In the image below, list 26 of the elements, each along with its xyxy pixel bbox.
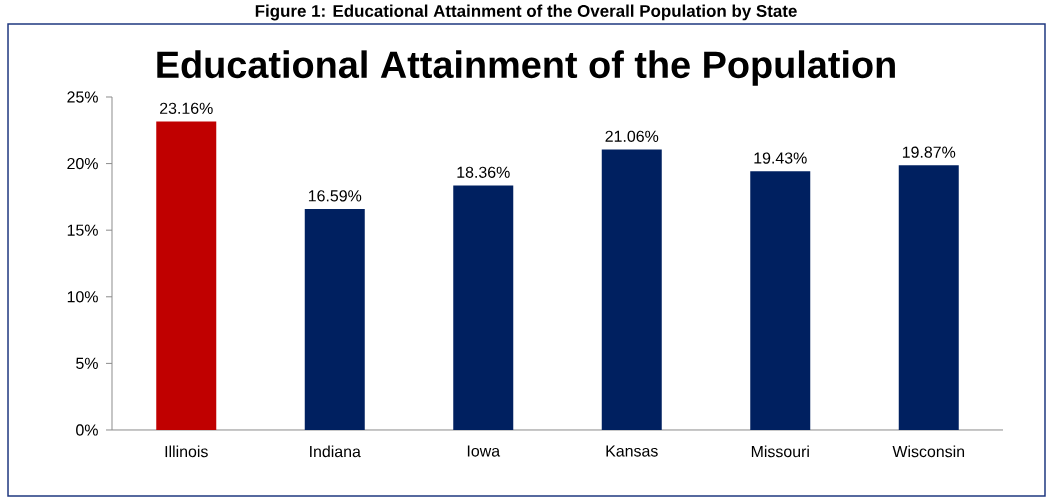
x-tick-label: Kansas	[606, 445, 658, 457]
y-tick-label: 20%	[67, 157, 98, 170]
chart-title: Educational Attainment of the Population	[157, 50, 895, 86]
data-label: 19.87%	[902, 146, 956, 158]
bar	[156, 121, 217, 430]
data-label: 19.43%	[754, 152, 807, 164]
x-tick-label: Missouri	[751, 445, 809, 458]
bar	[898, 165, 959, 430]
bar	[453, 185, 514, 430]
caption: Figure 1: Educational Attainment of the Overall Population by State	[255, 4, 797, 21]
y-tick-label: 0%	[76, 424, 98, 436]
y-tick-label: 10%	[67, 291, 98, 303]
bar	[304, 209, 365, 430]
data-label: 18.36%	[457, 166, 510, 178]
y-tick-label: 5%	[76, 357, 98, 369]
data-label: 16.59%	[308, 190, 362, 202]
x-tick-label: Wisconsin	[892, 445, 965, 458]
x-tick-label: Iowa	[467, 445, 501, 457]
bar	[750, 171, 811, 430]
x-tick-label: Illinois	[165, 445, 208, 458]
x-tick-label: Indiana	[310, 445, 361, 458]
y-tick-label: 15%	[67, 224, 98, 236]
data-label: 23.16%	[160, 102, 213, 114]
data-label: 21.06%	[605, 130, 659, 142]
y-tick-label: 25%	[67, 91, 98, 103]
bar	[601, 149, 662, 430]
